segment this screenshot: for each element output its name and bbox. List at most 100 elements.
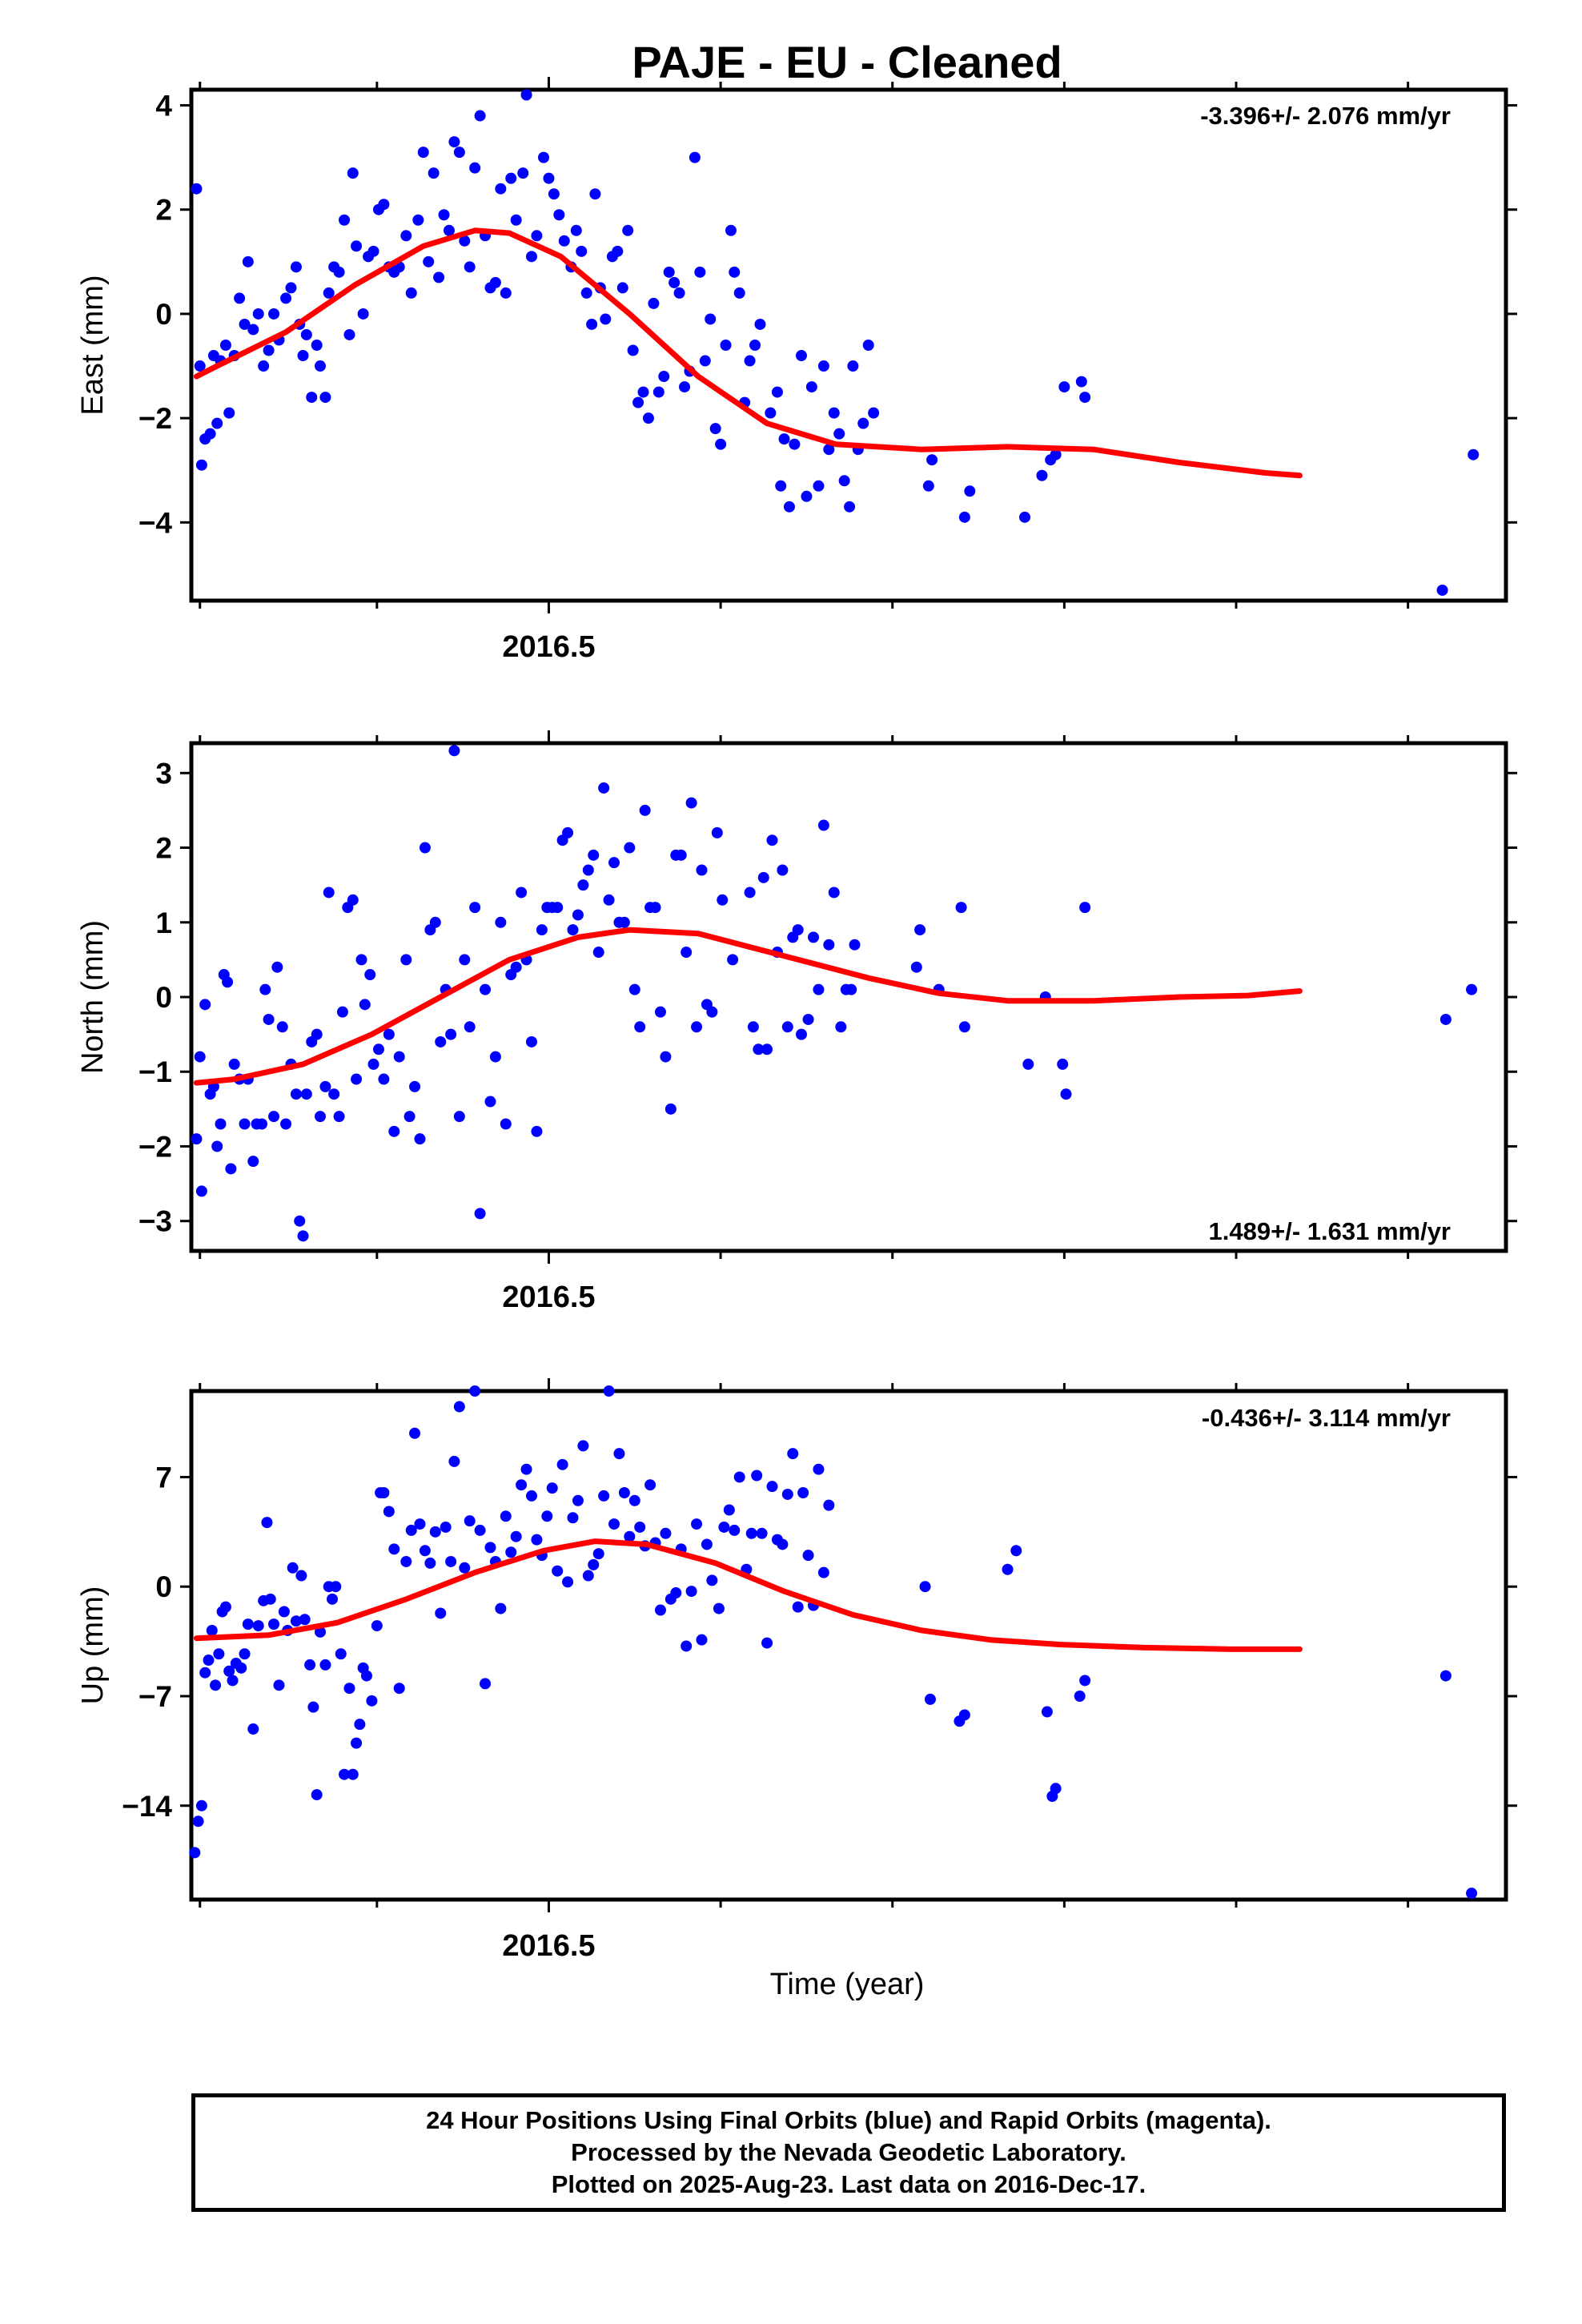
data-point <box>339 1768 351 1780</box>
data-point <box>484 1542 496 1554</box>
data-point <box>807 931 819 943</box>
data-point <box>525 1035 537 1047</box>
data-point <box>701 1538 713 1550</box>
data-point <box>660 1051 672 1063</box>
data-point <box>448 1455 460 1467</box>
data-point <box>706 1006 718 1018</box>
data-point <box>663 266 675 278</box>
data-point <box>632 396 644 408</box>
data-point <box>474 110 486 122</box>
data-point <box>567 1512 579 1524</box>
data-point <box>817 360 829 372</box>
data-point <box>372 1043 384 1055</box>
data-point <box>453 1401 465 1413</box>
data-point <box>222 976 234 988</box>
data-point <box>1079 1675 1091 1687</box>
data-point <box>364 969 376 981</box>
data-point <box>388 1543 400 1555</box>
data-point <box>1036 469 1048 481</box>
data-point <box>616 282 628 294</box>
data-point <box>469 1385 481 1397</box>
data-point <box>300 328 312 340</box>
data-point <box>264 1593 276 1605</box>
data-point <box>660 1527 672 1539</box>
data-point <box>868 407 880 419</box>
panel-0: 2016.5 4 2 0 −2 −4 East (mm) -3.396+/- 2.076 mm… <box>76 77 1517 664</box>
data-point <box>500 1510 512 1522</box>
data-point <box>754 318 766 330</box>
data-point <box>347 1768 359 1780</box>
data-point <box>480 983 492 995</box>
data-point <box>440 1521 452 1533</box>
data-point <box>268 1111 280 1123</box>
data-point <box>378 1487 390 1498</box>
data-point <box>261 1517 273 1529</box>
data-point <box>435 1607 447 1619</box>
data-point <box>474 1208 486 1220</box>
data-point <box>751 1470 763 1482</box>
y-tick-label: 3 <box>155 757 172 790</box>
data-point <box>723 1504 735 1516</box>
data-point <box>287 1562 299 1574</box>
data-point <box>448 136 460 148</box>
data-point <box>725 224 737 236</box>
data-point <box>1075 376 1087 388</box>
data-point <box>781 1488 793 1500</box>
data-point <box>306 392 318 404</box>
data-point <box>685 1586 697 1598</box>
y-tick-label: 0 <box>155 1570 172 1603</box>
data-point <box>694 266 706 278</box>
data-point <box>211 1140 223 1152</box>
data-point <box>536 924 548 936</box>
data-point <box>319 392 331 404</box>
data-point <box>443 224 455 236</box>
data-point <box>744 887 756 899</box>
data-point <box>618 1487 630 1498</box>
data-point <box>817 819 829 831</box>
data-point <box>795 1028 807 1040</box>
data-point <box>327 1593 339 1605</box>
data-point <box>252 308 264 320</box>
x-tick-label: 2016.5 <box>502 1929 595 1963</box>
data-point <box>781 1021 793 1033</box>
data-point <box>553 209 565 221</box>
data-point <box>263 1013 275 1025</box>
data-point <box>404 1111 416 1123</box>
data-point <box>706 1574 718 1586</box>
data-point <box>608 857 620 869</box>
data-point <box>333 1111 345 1123</box>
data-point <box>691 1518 703 1530</box>
data-point <box>480 1678 492 1690</box>
data-point <box>733 287 745 299</box>
chart-title: PAJE - EU - Cleaned <box>632 37 1062 87</box>
data-point <box>276 1021 288 1033</box>
data-point <box>299 1614 311 1626</box>
data-point <box>223 407 235 419</box>
data-point <box>335 1648 347 1660</box>
data-point <box>516 887 528 899</box>
data-point <box>717 894 729 906</box>
data-point <box>194 360 206 372</box>
data-point <box>637 386 649 398</box>
data-point <box>405 287 417 299</box>
data-point <box>215 1118 227 1130</box>
data-point <box>778 433 790 445</box>
data-point <box>453 147 465 159</box>
data-point <box>541 1510 553 1522</box>
data-point <box>271 961 283 973</box>
y-tick-label: −2 <box>139 1130 172 1163</box>
data-point <box>577 879 589 891</box>
data-point <box>588 1558 600 1570</box>
data-point <box>414 1518 426 1530</box>
data-point <box>624 1530 636 1542</box>
data-point <box>586 318 598 330</box>
data-point <box>649 902 661 914</box>
data-point <box>577 1440 589 1452</box>
rate-label: -3.396+/- 2.076 mm/yr <box>1200 102 1451 130</box>
data-point <box>531 1125 543 1137</box>
data-point <box>922 480 934 492</box>
data-point <box>745 1527 757 1539</box>
data-point <box>642 412 654 424</box>
data-point <box>409 1080 421 1092</box>
data-point <box>910 961 922 973</box>
